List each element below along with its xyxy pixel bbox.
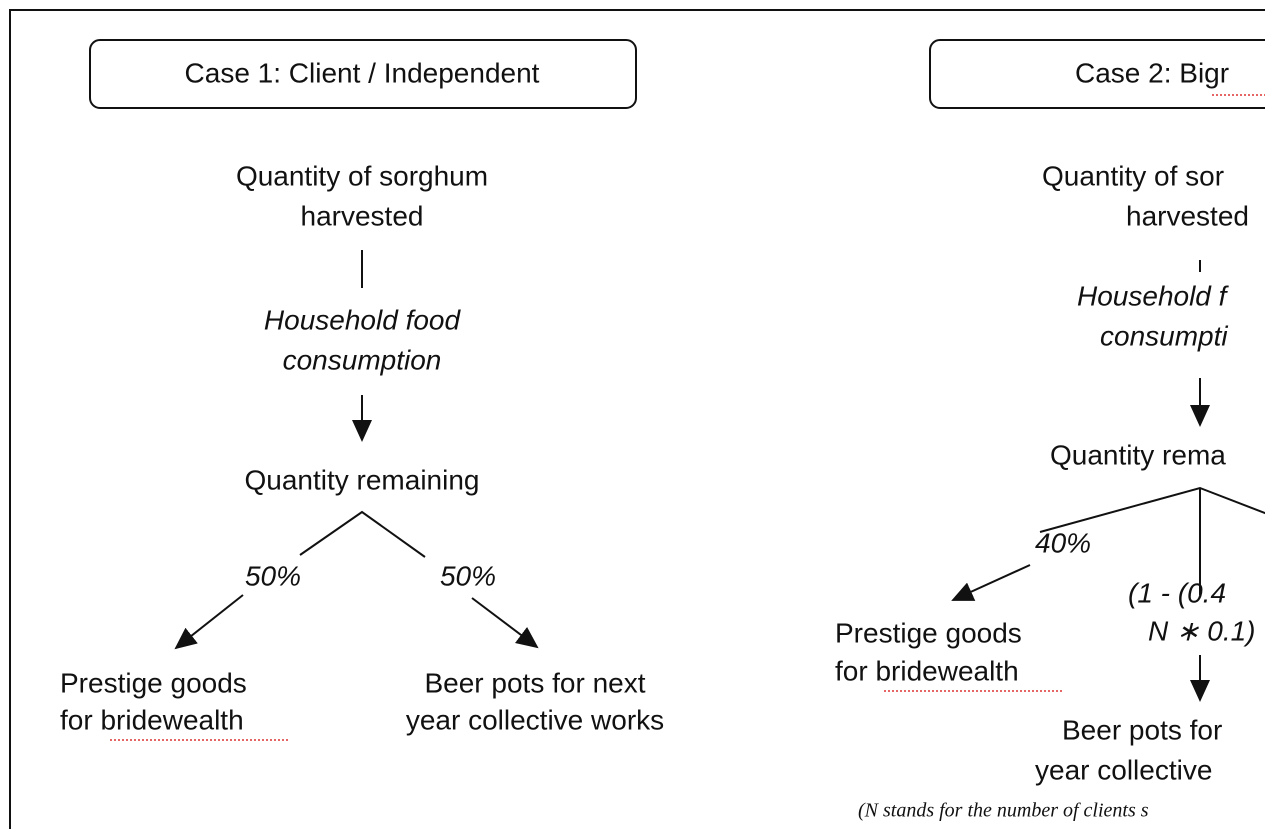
- node-text: Quantity of sor: [1042, 160, 1224, 191]
- node-text: for bridewealth: [60, 704, 244, 735]
- case-title: Case 1: Client / Independent: [185, 57, 540, 88]
- node-text: consumption: [283, 344, 442, 375]
- share-label: (1 - (0.4: [1128, 577, 1226, 608]
- arrow: [951, 564, 1031, 601]
- node-text: Prestige goods: [835, 617, 1022, 648]
- case-box: [89, 39, 637, 109]
- connector: [299, 510, 426, 558]
- node-text: Beer pots for: [1062, 714, 1222, 745]
- node-text: harvested: [1126, 200, 1249, 231]
- share-label: N ∗ 0.1): [1148, 615, 1256, 646]
- node-text: harvested: [301, 200, 424, 231]
- share-label: 50%: [440, 560, 496, 591]
- node-text: Quantity of sorghum: [236, 160, 488, 191]
- connector: [1039, 486, 1265, 595]
- case-box: [929, 39, 1265, 109]
- node-text: year collective works: [406, 704, 664, 735]
- node-text: year collective: [1035, 754, 1212, 785]
- case-title: Case 2: Bigr: [1075, 57, 1229, 88]
- arrow: [471, 597, 539, 649]
- node-text: Beer pots for next: [424, 667, 645, 698]
- node-text: consumpti: [1100, 320, 1228, 351]
- share-label: 40%: [1035, 527, 1091, 558]
- node-text: Quantity rema: [1050, 439, 1226, 470]
- footnote: (N stands for the number of clients s: [858, 800, 1149, 822]
- node-text: Household f: [1077, 280, 1230, 311]
- frame: [9, 9, 1265, 829]
- node-text: for bridewealth: [835, 655, 1019, 686]
- share-label: 50%: [245, 560, 301, 591]
- node-text: Quantity remaining: [244, 464, 479, 495]
- arrow: [174, 594, 244, 650]
- node-text: Prestige goods: [60, 667, 247, 698]
- node-text: Household food: [264, 304, 462, 335]
